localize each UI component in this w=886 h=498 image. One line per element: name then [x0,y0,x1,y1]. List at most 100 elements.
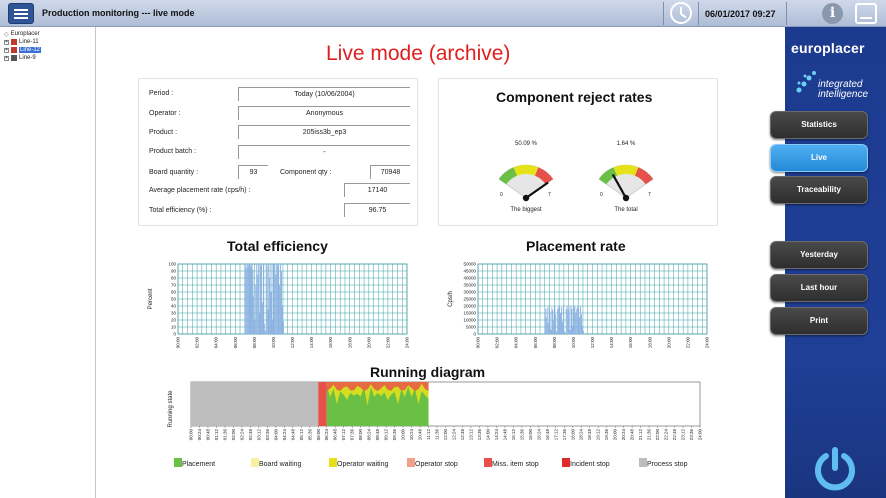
state-segment [191,382,319,426]
tree-item-line-9[interactable]: + Line-9 [4,54,36,62]
traceability-button[interactable]: Traceability [770,176,868,204]
x-tick-label: 06:00 [233,337,238,349]
divider [663,2,664,25]
avg-rate-value: 17140 [344,183,410,197]
legend-label: Operator waiting [337,461,388,468]
bar [263,323,265,334]
x-tick-label: 22:00 [385,337,390,349]
x-tick-label: 08:24 [367,429,372,441]
y-tick-label: 70 [171,283,177,288]
bar [581,314,583,334]
bar [264,330,266,334]
tree-item-label: Line-11 [19,39,39,45]
bar [563,331,565,334]
x-tick-label: 20:00 [366,337,371,349]
gauge-band [534,167,554,185]
bar [266,265,268,334]
x-tick-label: 04:00 [514,337,519,349]
x-tick-label: 04:00 [214,337,219,349]
x-tick-label: 11:12 [426,429,431,440]
reject-panel: Component reject rates 50.09 % 0 7 The bigg… [438,78,718,226]
tree-root[interactable]: ◇ Europlacer [4,30,40,38]
tree-item-line-11[interactable]: + Line-11 [4,38,39,46]
bar [278,265,280,334]
line-icon [11,47,17,53]
tree-item-line-12[interactable]: + Line-12 [4,46,42,54]
operator-value: Anonymous [238,106,410,120]
x-tick-label: 19:12 [596,429,601,441]
x-tick-label: 04:24 [282,429,287,441]
y-tick-label: 40 [171,304,177,309]
x-tick-label: 05:36 [307,429,312,441]
x-tick-label: 24:00 [705,337,710,349]
avg-rate-label: Average placement rate (cps/h) : [149,187,251,194]
x-tick-label: 10:00 [271,337,276,349]
gauge-hub [622,194,630,202]
x-tick-label: 16:48 [545,429,550,441]
legend-label: Operator stop [415,461,458,468]
x-tick-label: 06:00 [316,429,321,441]
bar [555,314,557,334]
x-tick-label: 03:12 [256,429,261,441]
y-tick-label: 20 [171,318,177,323]
bar [280,264,282,334]
bar [573,307,575,334]
bar [562,306,564,334]
x-tick-label: 18:48 [587,429,592,441]
bar [551,307,553,334]
bar [261,264,262,334]
x-tick-label: 08:00 [252,337,257,349]
bar [252,269,254,334]
product-label: Product : [149,129,178,136]
legend-swatch [174,458,182,467]
tagline-line-2: intelligence [818,89,869,100]
live-button[interactable]: Live [770,144,868,172]
x-tick-label: 22:00 [685,337,690,349]
gauge-hub [522,194,530,202]
bar [282,321,284,334]
power-icon[interactable] [812,446,858,492]
y-tick-label: 15000 [463,311,476,316]
y-tick-label: 5000 [466,325,477,330]
y-tick-label: 20000 [463,304,476,309]
bar [566,306,568,334]
total-eff-value: 96.75 [344,203,410,217]
x-tick-label: 12:00 [290,337,295,349]
bar [567,310,569,334]
info-icon[interactable]: i [822,3,843,24]
bar [257,274,259,334]
x-tick-label: 02:48 [248,429,253,441]
legend-swatch [251,458,259,467]
gauge-min: 0 [500,192,503,198]
y-tick-label: 50 [171,297,177,302]
gauge-value: 1.64 % [617,141,636,147]
x-tick-label: 18:00 [347,337,352,349]
x-tick-label: 10:00 [401,429,406,441]
expand-icon[interactable]: + [4,46,9,53]
x-tick-label: 13:12 [468,429,473,441]
x-tick-label: 14:00 [485,429,490,441]
y-axis-label: Running state [168,390,174,428]
bar [268,278,270,334]
yesterday-button[interactable]: Yesterday [770,241,868,269]
last-hour-button[interactable]: Last hour [770,274,868,302]
y-tick-label: 80 [171,276,177,281]
x-tick-label: 08:48 [375,429,380,441]
bar [244,264,246,334]
bar [254,320,256,334]
x-tick-label: 22:24 [664,429,669,441]
y-axis-label: Percent [148,288,154,309]
window-icon[interactable] [855,3,877,24]
x-tick-label: 10:00 [571,337,576,349]
bar [277,264,279,334]
x-tick-label: 06:24 [324,429,329,441]
x-tick-label: 10:24 [409,429,414,441]
statistics-button[interactable]: Statistics [770,111,868,139]
expand-icon[interactable]: + [4,38,9,45]
x-tick-label: 22:00 [655,429,660,441]
print-button[interactable]: Print [770,307,868,335]
menu-icon[interactable] [8,3,34,24]
expand-icon[interactable]: + [4,54,9,61]
bar [572,325,574,334]
legend-label: Placement [182,461,215,468]
